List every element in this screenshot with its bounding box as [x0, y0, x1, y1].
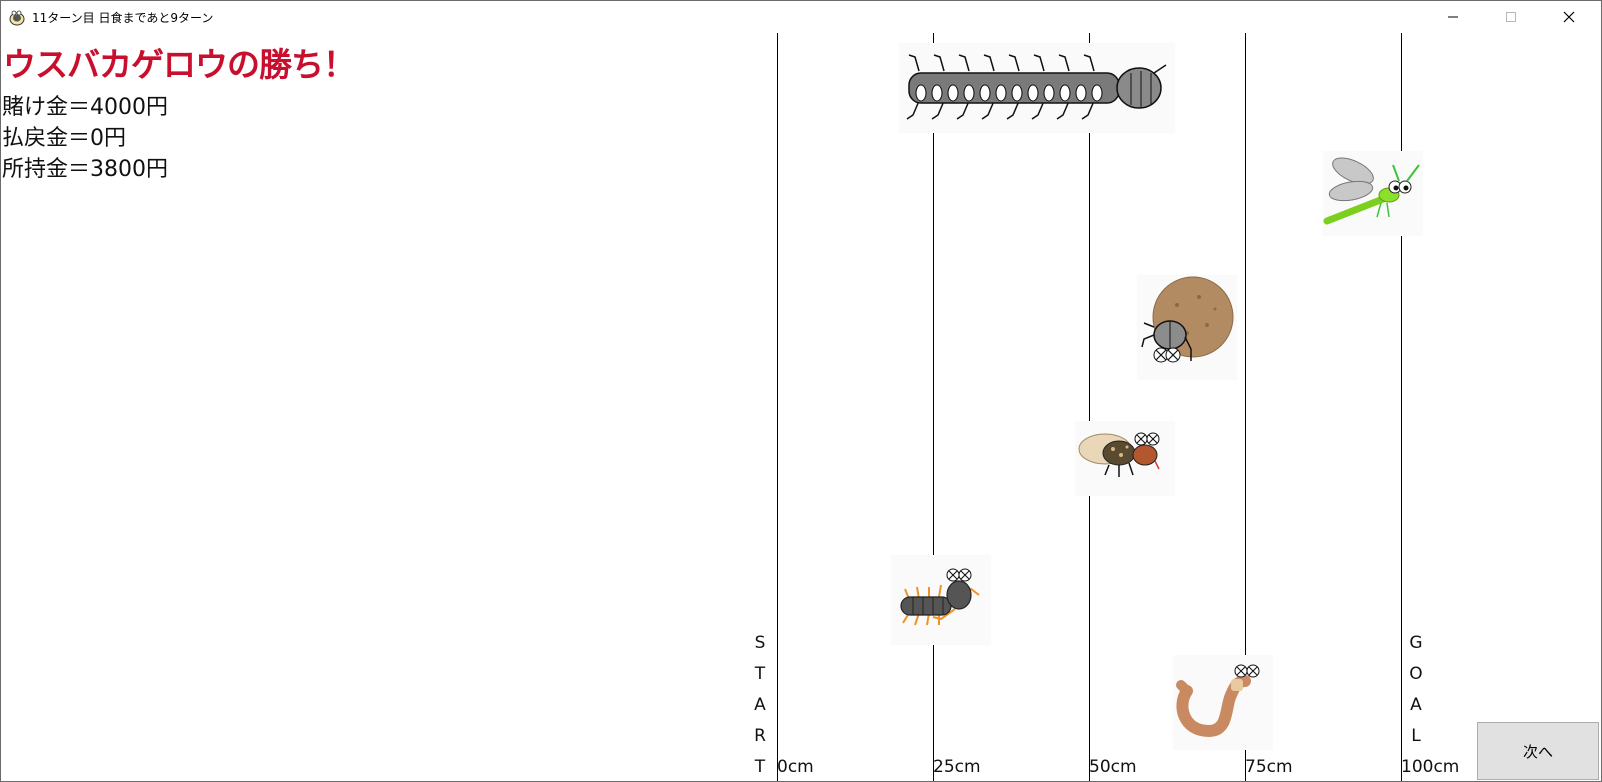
winner-announcement: ウスバカゲロウの勝ち！ [3, 45, 356, 84]
minimize-icon [1448, 16, 1458, 18]
goal-letter: O [1409, 664, 1423, 684]
goal-letter: A [1410, 695, 1422, 715]
window-title: 11ターン目 日食まであと9ターン [32, 11, 214, 25]
race-area: ウスバカゲロウの勝ち！ 賭け金＝4000円 払戻金＝0円 所持金＝3800円 0… [1, 33, 1601, 781]
firefly-icon [1075, 421, 1175, 496]
start-letter: S [754, 633, 766, 653]
close-icon [1563, 11, 1575, 23]
distance-label: 50cm [1089, 757, 1137, 777]
start-letter: R [754, 726, 766, 746]
maximize-icon [1506, 12, 1516, 22]
balance-amount: 所持金＝3800円 [2, 157, 168, 182]
distance-label: 100cm [1401, 757, 1460, 777]
millipede-icon [899, 43, 1175, 133]
maximize-button[interactable] [1488, 1, 1534, 33]
next-button[interactable]: 次へ [1477, 722, 1599, 780]
centipede-icon [891, 555, 991, 645]
track-line-0cm [777, 33, 778, 781]
track-line-75cm [1245, 33, 1246, 781]
distance-label: 25cm [933, 757, 981, 777]
distance-label: 75cm [1245, 757, 1293, 777]
title-bar: 11ターン目 日食まであと9ターン [1, 1, 1601, 33]
close-button[interactable] [1546, 1, 1592, 33]
goal-letter: L [1411, 726, 1421, 746]
app-bug-icon [9, 10, 25, 26]
dung-beetle-icon [1137, 275, 1237, 380]
dragonfly-icon [1323, 151, 1423, 236]
payout-amount: 払戻金＝0円 [2, 126, 126, 151]
distance-label: 0cm [777, 757, 814, 777]
track-line-25cm [933, 33, 934, 781]
start-letter: A [754, 695, 766, 715]
start-letter: T [754, 757, 766, 777]
earthworm-icon [1173, 655, 1273, 750]
start-letter: T [754, 664, 766, 684]
track-line-100cm [1401, 33, 1402, 781]
track-line-50cm [1089, 33, 1090, 781]
minimize-button[interactable] [1430, 1, 1476, 33]
goal-letter: G [1409, 633, 1423, 653]
bet-amount: 賭け金＝4000円 [2, 95, 168, 120]
